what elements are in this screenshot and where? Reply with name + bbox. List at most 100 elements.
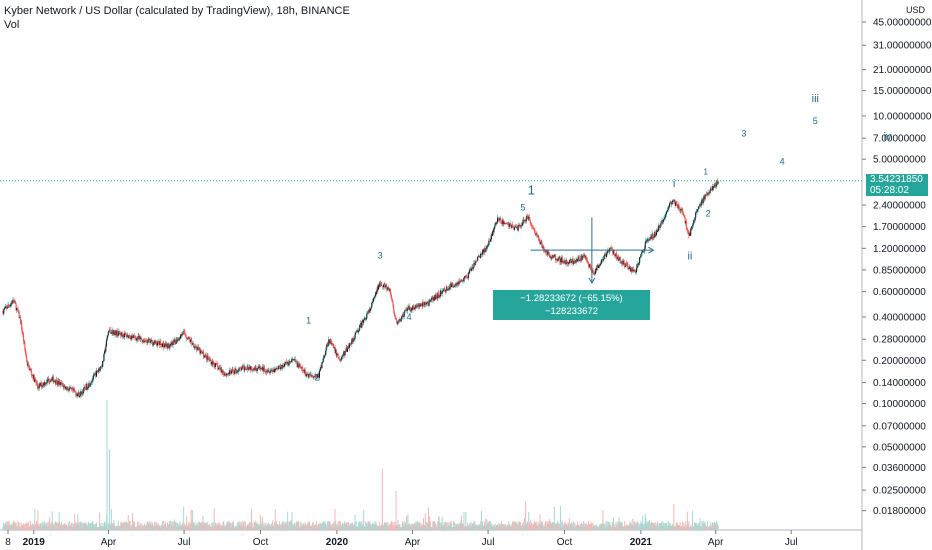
candle-body: [365, 318, 367, 320]
candle-body: [716, 180, 718, 186]
volume-bar: [331, 527, 333, 530]
volume-bar: [590, 521, 592, 530]
volume-bar: [500, 520, 502, 530]
candle-body: [100, 366, 102, 368]
volume-bar: [53, 526, 55, 530]
candle-body: [158, 343, 160, 345]
candle-body: [503, 221, 505, 224]
candle-body: [568, 262, 570, 264]
candle-body: [490, 234, 492, 240]
candle-body: [153, 341, 155, 344]
volume-bar: [649, 520, 651, 530]
volume-bar: [148, 522, 150, 530]
candle-body: [95, 370, 98, 377]
candle-body: [237, 370, 239, 372]
candle-body: [333, 345, 335, 349]
volume-bar: [621, 522, 623, 530]
volume-bar: [241, 525, 243, 530]
volume-bar: [692, 526, 694, 530]
candle-body: [119, 333, 121, 334]
candle-body: [90, 382, 93, 384]
candle-body: [423, 304, 425, 305]
volume-bar: [401, 521, 403, 530]
price-tick-label: 0.01800000: [873, 506, 926, 517]
volume-bar: [634, 521, 636, 530]
candle-body: [302, 367, 304, 371]
volume-bar: [558, 523, 560, 530]
candle-body: [474, 262, 476, 266]
candle-body: [553, 255, 555, 257]
volume-bar: [589, 524, 591, 530]
volume-bar: [413, 524, 415, 530]
candle-body: [460, 281, 462, 283]
volume-bar: [507, 525, 509, 530]
volume-bar: [247, 524, 249, 530]
volume-bar: [284, 522, 286, 530]
volume-bar: [643, 527, 645, 530]
time-tick-label: 2021: [630, 537, 653, 548]
volume-bar: [421, 524, 423, 530]
candle-body: [284, 363, 286, 365]
volume-bar: [233, 526, 235, 530]
volume-bar: [522, 525, 524, 530]
candle-body: [403, 314, 405, 317]
candle-body: [495, 222, 497, 224]
volume-bar: [277, 523, 279, 530]
candle-body: [696, 211, 698, 213]
volume-bar: [411, 524, 413, 530]
volume-bar: [579, 527, 581, 530]
candle-body: [120, 333, 122, 336]
candle-body: [355, 332, 357, 335]
volume-bar: [343, 521, 345, 530]
candle-body: [581, 256, 583, 260]
volume-bar: [661, 520, 663, 530]
volume-bar: [132, 523, 134, 530]
volume-bar: [196, 526, 198, 530]
candle-body: [676, 203, 678, 205]
volume-bar: [242, 525, 244, 530]
volume-bar: [251, 508, 253, 530]
volume-bar: [578, 524, 580, 530]
candle-body: [327, 342, 329, 346]
volume-bar: [262, 526, 264, 530]
volume-bar: [642, 524, 644, 530]
candle-body: [457, 282, 459, 285]
volume-bar: [482, 526, 484, 530]
volume-bar: [27, 522, 29, 530]
candle-body: [650, 237, 653, 239]
candle-body: [551, 257, 553, 259]
candle-body: [342, 355, 344, 357]
candle-body: [173, 341, 175, 343]
candle-body: [132, 335, 134, 338]
candle-body: [685, 221, 687, 229]
volume-bar: [45, 523, 47, 530]
candle-body: [634, 269, 636, 272]
candle-body: [143, 340, 145, 343]
candle-body: [326, 344, 328, 348]
volume-bar: [236, 526, 238, 530]
candle-body: [566, 262, 568, 263]
volume-bar: [355, 525, 357, 530]
candle-body: [82, 390, 84, 394]
candle-body: [528, 216, 530, 220]
volume-bar: [713, 522, 715, 530]
candle-body: [228, 373, 230, 375]
volume-bar: [498, 523, 500, 530]
volume-bar: [104, 525, 106, 530]
candle-body: [152, 344, 154, 346]
candle-body: [17, 308, 19, 313]
candle-body: [482, 249, 484, 253]
candle-body: [130, 337, 132, 340]
volume-bar: [332, 523, 334, 530]
volume-bar: [569, 527, 571, 530]
time-tick-label: 2020: [326, 537, 349, 548]
candle-body: [255, 369, 258, 371]
volume-bar: [191, 510, 193, 530]
candle-body: [477, 256, 479, 261]
volume-bar: [60, 526, 62, 530]
candle-body: [248, 367, 250, 370]
volume-bar: [203, 521, 205, 530]
volume-bar: [74, 513, 76, 530]
